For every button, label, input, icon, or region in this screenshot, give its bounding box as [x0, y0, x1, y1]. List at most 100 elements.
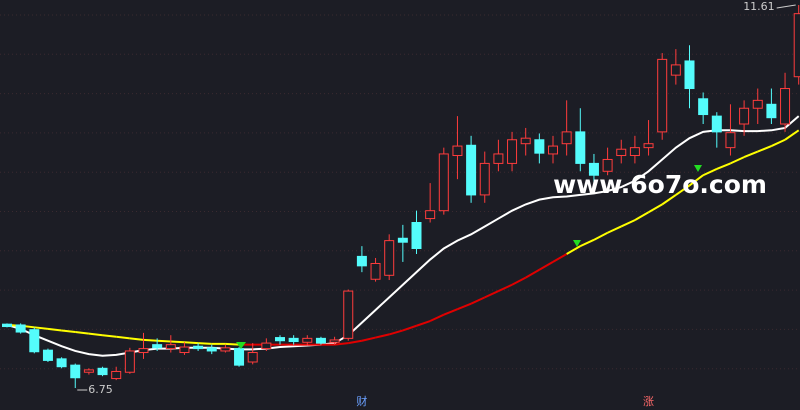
ma-segment [688, 174, 704, 187]
candle-body [698, 98, 709, 116]
candle-body [70, 364, 81, 379]
ma-segment [75, 331, 90, 335]
candle-body [739, 107, 750, 125]
candle-body [152, 344, 163, 349]
candle-body [411, 222, 422, 250]
candle-body [561, 131, 572, 145]
candle-body [493, 153, 504, 164]
candle-body [275, 337, 285, 342]
candle-body [452, 145, 463, 157]
ma-segment [388, 329, 404, 336]
ma-segment [184, 341, 199, 345]
ma-segment [198, 342, 212, 345]
low-label: 6.75 [88, 383, 113, 396]
candle-body [520, 137, 531, 145]
ma-segment [497, 283, 513, 292]
ma-segment [525, 268, 540, 279]
candle-body [83, 369, 94, 373]
candle-body [684, 60, 695, 90]
ma-segment [593, 231, 609, 241]
ma-segment [334, 342, 349, 346]
candle-body [302, 337, 313, 343]
candle-body [711, 115, 722, 133]
ma-segment [88, 332, 103, 337]
candle-body [575, 131, 586, 164]
candle-body [752, 99, 763, 109]
annotation-arrow [776, 4, 796, 9]
signal-arrow [236, 342, 246, 349]
ma-segment [770, 138, 786, 147]
ma-segment [129, 337, 144, 341]
candle-body [384, 240, 395, 276]
candle-body [15, 324, 26, 333]
ma-segment [552, 253, 568, 263]
ma-segment [429, 313, 445, 322]
candle-body [56, 358, 67, 368]
ma-segment [225, 342, 240, 346]
candle-body [329, 339, 340, 343]
ma-segment [34, 326, 49, 330]
candle-body [479, 162, 490, 196]
ma-segment [757, 145, 772, 153]
grid [0, 14, 800, 370]
candle-body [247, 352, 258, 363]
ma-segment [170, 340, 185, 344]
ma-segment [648, 203, 663, 214]
candle-body [356, 255, 367, 267]
ma-segment [361, 336, 376, 342]
ma-segment [634, 211, 650, 222]
candle-body [179, 346, 190, 354]
candle-body [315, 337, 326, 344]
candle-body [124, 350, 135, 373]
candle-body [425, 210, 436, 220]
ma-segment [443, 308, 458, 316]
ma-segment [116, 335, 130, 340]
candle-body [507, 139, 518, 164]
ma-segment [61, 329, 76, 334]
candle-body [397, 237, 408, 243]
candle-body [193, 345, 204, 350]
watermark: www.6o7o.com [553, 170, 767, 199]
candle-body [438, 153, 449, 212]
candle-body [343, 290, 354, 339]
ma-segment [730, 156, 745, 165]
event-marker: 涨 [643, 395, 654, 408]
candle-body [657, 58, 668, 133]
ma-segment [511, 276, 527, 286]
candle-body [370, 262, 381, 280]
ma-segment [784, 129, 800, 141]
ma-segment [743, 150, 759, 159]
candle-body [616, 148, 627, 157]
candle-body [588, 162, 599, 176]
high-label: 11.61 [743, 0, 775, 13]
ma-segment [47, 327, 62, 332]
ma-segment [579, 238, 595, 248]
ma-segment [484, 290, 499, 299]
candle-body [165, 344, 176, 350]
ma-segment [157, 339, 171, 343]
ma-segment [457, 302, 472, 311]
ma-segment [716, 162, 731, 170]
candle-body [111, 370, 122, 380]
event-marker: 财 [356, 394, 367, 408]
ma-segment [143, 338, 158, 342]
ma-segment [538, 261, 554, 271]
candle-body [97, 367, 108, 376]
candle-body [548, 145, 558, 155]
candle-body [725, 132, 736, 149]
candle-body [766, 103, 777, 119]
ma-segment [470, 296, 486, 305]
ma-segment [702, 168, 718, 177]
ma-segment [402, 324, 417, 332]
signal-arrow [573, 240, 581, 247]
ma-segment [661, 194, 677, 206]
ma-segment [348, 339, 363, 345]
ma-segment [675, 184, 691, 196]
ma-segment [102, 334, 117, 338]
candle-body [780, 88, 791, 125]
candle-body [138, 348, 149, 354]
candle-body [234, 348, 245, 366]
